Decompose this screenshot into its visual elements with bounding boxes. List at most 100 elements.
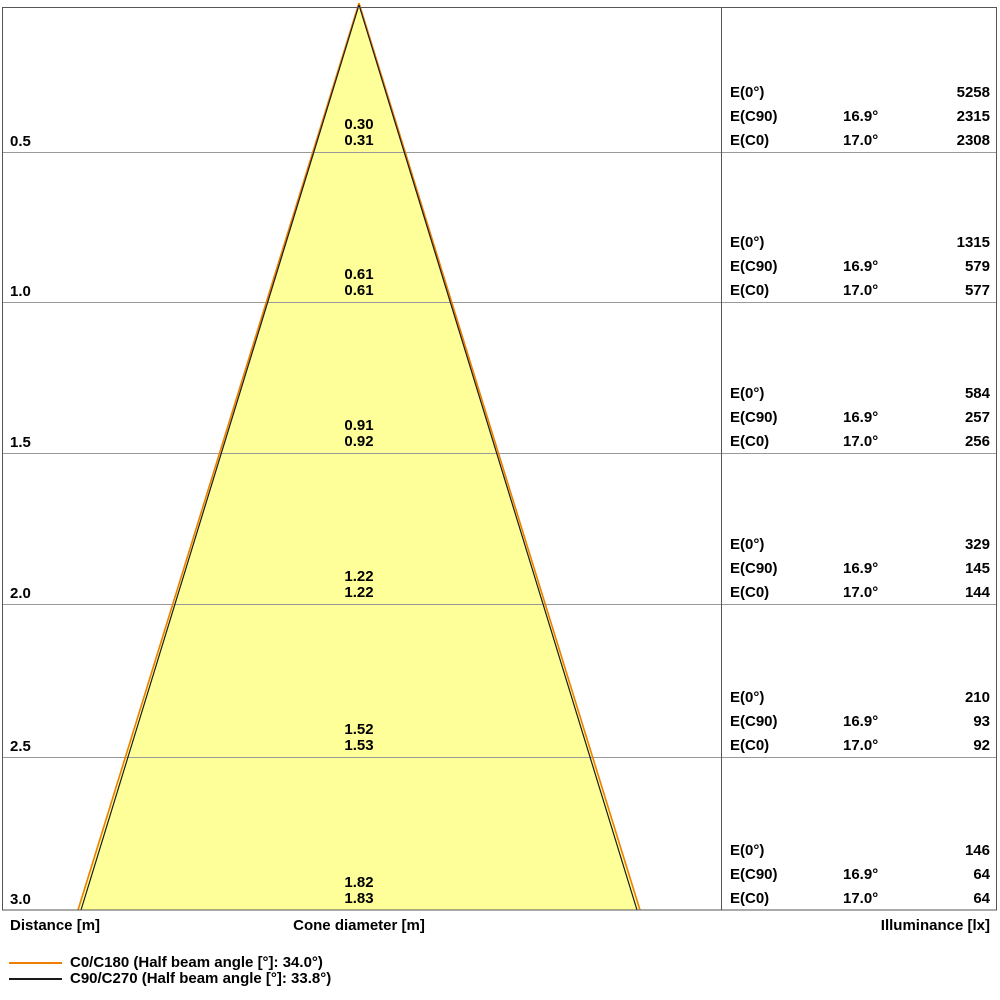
- cone-edge-c0-c180-line: [77, 2, 641, 911]
- illuminance-block: E(0°) 329 E(C90) 16.9° 145 E(C0) 17.0° 1…: [730, 533, 990, 605]
- ec0-angle: 17.0°: [843, 433, 879, 450]
- ec0-value: 92: [973, 737, 990, 754]
- cone-diameter-c90: 1.52: [344, 721, 374, 738]
- illuminance-row-ec90: E(C90) 16.9° 93: [730, 710, 990, 734]
- illuminance-row-ec0: E(C0) 17.0° 256: [730, 430, 990, 454]
- ec90-value: 579: [964, 258, 990, 275]
- ec90-angle: 16.9°: [843, 713, 879, 730]
- ec0-angle: 17.0°: [843, 737, 879, 754]
- e0-value: 584: [964, 385, 990, 402]
- ec0-angle: 17.0°: [843, 584, 879, 601]
- cone-diameter-axis-label: Cone diameter [m]: [293, 917, 425, 934]
- ec90-label: E(C90): [730, 560, 778, 577]
- legend-label-c90-c270: C90/C270 (Half beam angle [°]: 33.8°): [70, 970, 332, 987]
- distance-label: 0.5: [10, 133, 31, 150]
- e0-label: E(0°): [730, 234, 765, 251]
- illuminance-row-ec0: E(C0) 17.0° 92: [730, 734, 990, 758]
- e0-value: 1315: [956, 234, 990, 251]
- cone-diameter-c0: 1.22: [344, 584, 374, 601]
- cone-diameter-c0: 0.61: [344, 282, 374, 299]
- illuminance-row-ec90: E(C90) 16.9° 2315: [730, 105, 990, 129]
- ec0-value: 64: [973, 890, 990, 907]
- distance-label: 3.0: [10, 891, 31, 908]
- cone-diameter-c90: 0.30: [344, 116, 374, 133]
- ec0-label: E(C0): [730, 737, 770, 754]
- cone-diameter-c90: 1.82: [344, 874, 374, 891]
- ec0-label: E(C0): [730, 433, 770, 450]
- chart-frame: [2, 7, 997, 911]
- cone-diameter-c0: 1.53: [344, 737, 374, 754]
- ec0-label: E(C0): [730, 890, 770, 907]
- distance-label: 2.0: [10, 585, 31, 602]
- e0-label: E(0°): [730, 689, 765, 706]
- c0-c180-line-swatch: [9, 962, 62, 964]
- ec90-angle: 16.9°: [843, 108, 879, 125]
- illuminance-row-ec0: E(C0) 17.0° 144: [730, 581, 990, 605]
- c90-c270-line-swatch: [9, 978, 62, 980]
- illuminance-block: E(0°) 1315 E(C90) 16.9° 579 E(C0) 17.0° …: [730, 231, 990, 303]
- illuminance-row-ec90: E(C90) 16.9° 579: [730, 255, 990, 279]
- illuminance-row-ec90: E(C90) 16.9° 64: [730, 863, 990, 887]
- ec90-angle: 16.9°: [843, 258, 879, 275]
- cone-diameter-values: 1.22 1.22: [344, 569, 373, 601]
- illuminance-row-ec0: E(C0) 17.0° 2308: [730, 129, 990, 153]
- ec0-angle: 17.0°: [843, 282, 879, 299]
- ec0-value: 2308: [956, 132, 990, 149]
- light-cone: [78, 3, 640, 910]
- cone-diameter-c0: 0.31: [344, 132, 374, 149]
- illuminance-row-ec90: E(C90) 16.9° 257: [730, 406, 990, 430]
- e0-label: E(0°): [730, 536, 765, 553]
- illuminance-axis-label: Illuminance [lx]: [880, 917, 990, 934]
- distance-axis-label: Distance [m]: [10, 917, 101, 934]
- distance-label: 1.5: [10, 434, 31, 451]
- ec90-label: E(C90): [730, 866, 778, 883]
- ec0-angle: 17.0°: [843, 132, 879, 149]
- cone-diameter-c90: 0.91: [344, 417, 374, 434]
- ec90-angle: 16.9°: [843, 409, 879, 426]
- distance-label: 1.0: [10, 283, 31, 300]
- illuminance-row-e0: E(0°) 584: [730, 382, 990, 406]
- cone-diameter-c90: 0.61: [344, 266, 374, 283]
- ec90-angle: 16.9°: [843, 560, 879, 577]
- distance-gridlines: [2, 152, 997, 758]
- ec90-value: 2315: [956, 108, 990, 125]
- legend-label-c0-c180: C0/C180 (Half beam angle [°]: 34.0°): [70, 954, 323, 971]
- ec90-label: E(C90): [730, 258, 778, 275]
- ec0-label: E(C0): [730, 584, 770, 601]
- illuminance-row-ec90: E(C90) 16.9° 145: [730, 557, 990, 581]
- illuminance-block: E(0°) 5258 E(C90) 16.9° 2315 E(C0) 17.0°…: [730, 81, 990, 153]
- cone-diameter-c90: 1.22: [344, 568, 374, 585]
- ec90-label: E(C90): [730, 409, 778, 426]
- e0-label: E(0°): [730, 842, 765, 859]
- cone-diameter-c0: 1.83: [344, 890, 374, 907]
- e0-label: E(0°): [730, 385, 765, 402]
- ec90-value: 145: [964, 560, 990, 577]
- illuminance-row-ec0: E(C0) 17.0° 64: [730, 887, 990, 911]
- e0-label: E(0°): [730, 84, 765, 101]
- ec0-value: 144: [964, 584, 990, 601]
- cone-diameter-c0: 0.92: [344, 433, 374, 450]
- ec0-value: 577: [964, 282, 990, 299]
- distance-label: 2.5: [10, 738, 31, 755]
- ec90-angle: 16.9°: [843, 866, 879, 883]
- illuminance-row-e0: E(0°) 329: [730, 533, 990, 557]
- e0-value: 210: [964, 689, 990, 706]
- illuminance-row-ec0: E(C0) 17.0° 577: [730, 279, 990, 303]
- ec90-value: 257: [964, 409, 990, 426]
- cone-diameter-values: 0.30 0.31: [344, 117, 373, 149]
- ec0-label: E(C0): [730, 282, 770, 299]
- illuminance-block: E(0°) 146 E(C90) 16.9° 64 E(C0) 17.0° 64: [730, 839, 990, 911]
- cone-edge-c90-c270-line: [80, 4, 638, 911]
- cone-diameter-values: 1.52 1.53: [344, 722, 373, 754]
- ec90-label: E(C90): [730, 713, 778, 730]
- ec90-value: 93: [973, 713, 990, 730]
- illuminance-row-e0: E(0°) 5258: [730, 81, 990, 105]
- ec0-value: 256: [964, 433, 990, 450]
- ec0-label: E(C0): [730, 132, 770, 149]
- cone-diameter-values: 0.61 0.61: [344, 267, 373, 299]
- illuminance-block: E(0°) 584 E(C90) 16.9° 257 E(C0) 17.0° 2…: [730, 382, 990, 454]
- cone-diameter-values: 1.82 1.83: [344, 875, 373, 907]
- illuminance-row-e0: E(0°) 1315: [730, 231, 990, 255]
- illuminance-row-e0: E(0°) 146: [730, 839, 990, 863]
